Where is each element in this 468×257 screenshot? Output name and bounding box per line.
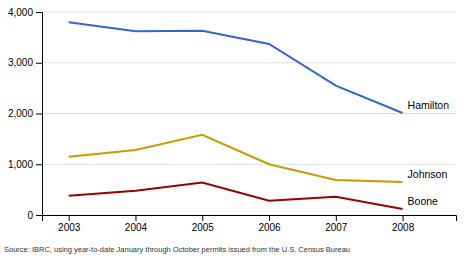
plot: 01,0002,0003,0004,0002003200420052006200… xyxy=(8,7,457,233)
y-tick: 2,000 xyxy=(8,108,42,119)
x-tick-label: 2007 xyxy=(325,222,348,233)
grid-line xyxy=(42,164,456,165)
series-line xyxy=(69,135,403,182)
x-tick: 2006 xyxy=(258,215,281,233)
x-tick-label: 2008 xyxy=(392,222,415,233)
y-tick-mark xyxy=(36,164,42,165)
x-axis-line xyxy=(43,216,457,222)
chart: 01,0002,0003,0004,0002003200420052006200… xyxy=(0,0,468,257)
grid-line xyxy=(42,12,456,13)
x-tick-mark xyxy=(336,215,337,221)
series-label: Johnson xyxy=(408,168,448,180)
y-tick-label: 1,000 xyxy=(8,159,33,170)
x-tick-label: 2005 xyxy=(192,222,215,233)
x-axis: 2003 2004 2005 2006 2007 2008 xyxy=(43,215,457,233)
grid xyxy=(42,12,456,215)
x-tick: 2007 xyxy=(325,215,348,233)
y-tick: 4,000 xyxy=(8,7,42,18)
x-tick-mark xyxy=(202,215,203,221)
x-tick-label: 2003 xyxy=(58,222,81,233)
x-tick-label: 2006 xyxy=(258,222,281,233)
y-axis: 0 1,000 2,000 3,000 4,000 xyxy=(8,7,43,221)
y-tick-mark xyxy=(36,12,42,13)
y-tick-mark xyxy=(36,215,42,216)
x-tick: 2005 xyxy=(192,215,215,233)
y-tick-label: 4,000 xyxy=(8,7,33,18)
source-note: Source: IBRC, using year-to-date January… xyxy=(4,245,350,254)
series-line xyxy=(69,22,403,113)
x-tick: 2004 xyxy=(125,215,148,233)
x-tick-mark xyxy=(135,215,136,221)
x-tick-label: 2004 xyxy=(125,222,148,233)
x-tick-mark xyxy=(403,215,404,221)
x-tick-mark xyxy=(269,215,270,221)
series-label: Boone xyxy=(408,195,439,207)
series-labels: Hamilton Johnson Boone xyxy=(408,99,450,207)
series-label: Hamilton xyxy=(408,99,450,111)
x-tick: 2003 xyxy=(58,215,81,233)
y-tick-mark xyxy=(36,63,42,64)
y-tick-label: 2,000 xyxy=(8,108,33,119)
y-tick-label: 3,000 xyxy=(8,57,33,68)
y-tick: 0 xyxy=(27,210,42,221)
x-tick: 2008 xyxy=(392,215,415,233)
grid-line xyxy=(42,113,456,114)
y-axis-line xyxy=(36,13,43,216)
grid-line xyxy=(42,62,456,63)
y-tick: 3,000 xyxy=(8,57,42,68)
y-tick: 1,000 xyxy=(8,159,42,170)
series-line xyxy=(69,183,403,209)
y-tick-mark xyxy=(36,114,42,115)
y-tick-label: 0 xyxy=(27,210,33,221)
x-tick-mark xyxy=(69,215,70,221)
lines xyxy=(69,22,403,209)
